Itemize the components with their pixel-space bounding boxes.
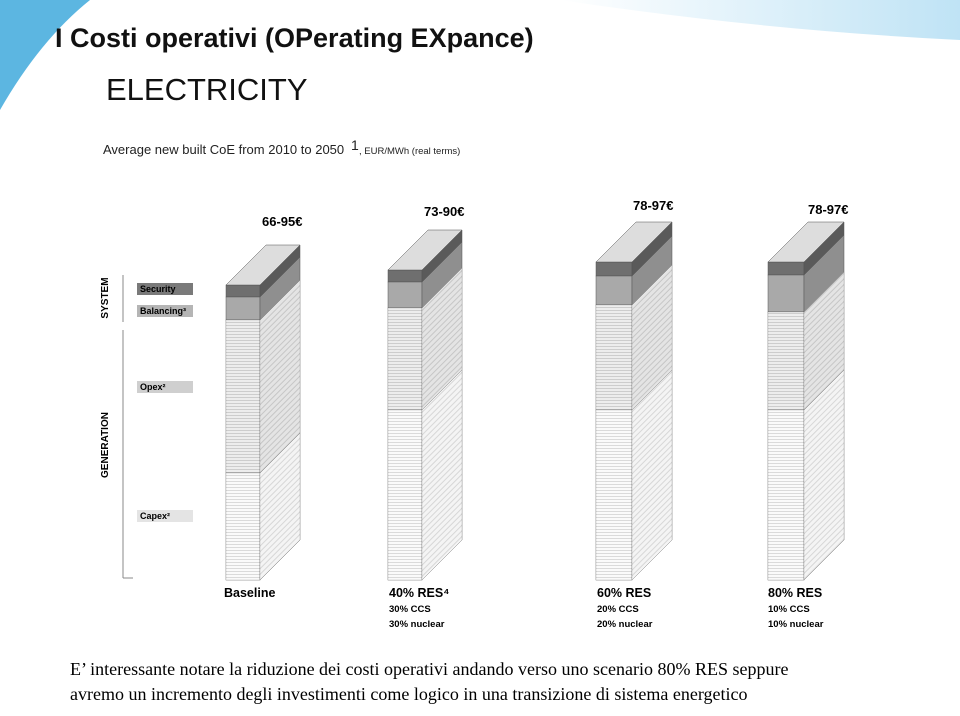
legend-label: Security [140,284,176,294]
bar-segment [767,261,805,276]
bar-segment [595,261,633,277]
legend: Security Balancing³ Opex² Capex² [137,283,193,522]
scenario-name: Baseline [224,586,275,600]
bar-texture [804,370,844,580]
bar-texture [768,410,804,580]
range-label: 66-95€ [262,214,302,229]
scenario-detail: 10% CCS [768,604,810,615]
bar-top [225,244,301,286]
scenario-name: 40% RES⁴ [389,586,449,600]
bar-texture [632,265,672,410]
bar-texture [596,410,632,580]
bar-segment [595,275,633,306]
bar-top [387,229,463,271]
legend-box [137,510,193,522]
body-line: avremo un incremento degli investimenti … [70,684,747,704]
body-line: E’ interessante notare la riduzione dei … [70,659,788,679]
legend-label: Opex² [140,382,166,392]
bar-segment [767,274,805,313]
bar-texture [388,410,422,580]
range-label: 78-97€ [633,198,673,213]
bar-texture [422,370,462,580]
scenario-detail: 20% nuclear [597,619,653,630]
bar-texture [596,305,632,410]
subtitle: ELECTRICITY [106,72,308,107]
scenario-detail: 20% CCS [597,604,639,615]
scenario-detail: 10% nuclear [768,619,824,630]
legend-box [137,381,193,393]
scenario-detail: 30% CCS [389,604,431,615]
bar-texture [260,280,300,473]
group-label: GENERATION [100,412,111,478]
decoration [560,0,960,40]
bar-segment [387,281,423,309]
scenario-name: 60% RES [597,586,651,600]
scenario-name: 80% RES [768,586,822,600]
caption: Average new built CoE from 2010 to 2050 [103,142,344,157]
scenario-detail: 30% nuclear [389,619,445,630]
bar-texture [768,312,804,410]
bar-texture [388,308,422,410]
bar-segment [225,296,261,321]
bar-segment [387,269,423,283]
bar-texture [260,433,300,580]
bar-texture [804,272,844,410]
group-label: SYSTEM [100,277,111,318]
legend-label: Balancing³ [140,306,186,316]
bar-texture [632,370,672,580]
bar-top [595,221,673,263]
decoration [0,0,90,110]
legend-label: Capex² [140,511,170,521]
legend-box [137,305,193,317]
caption-sup: 1 [351,137,359,153]
bar-texture [226,320,260,473]
bar-texture [422,268,462,410]
legend-box [137,283,193,295]
bar-segment [225,284,261,298]
caption-units: , EUR/MWh (real terms) [359,146,460,157]
range-label: 73-90€ [424,204,464,219]
bar-top [767,221,845,263]
bar-texture [226,473,260,580]
bars: 66-95€ Baseline 73-90€ 40% RES⁴ 30% CCS 30% n… [224,198,848,630]
range-label: 78-97€ [808,202,848,217]
title: I Costi operativi (OPerating EXpance) [55,23,534,53]
